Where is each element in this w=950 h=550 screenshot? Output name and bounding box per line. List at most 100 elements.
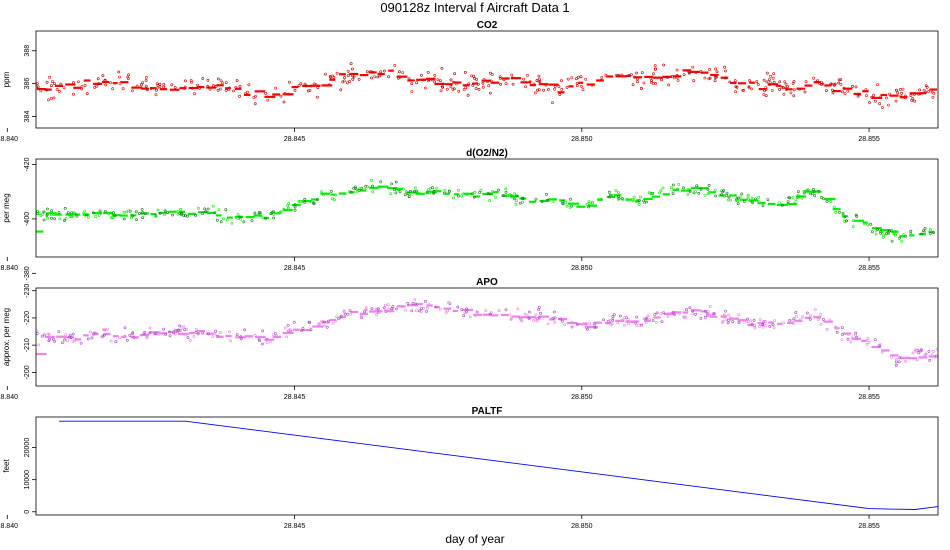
data-point-co2 [688, 71, 691, 75]
data-point-co2 [39, 89, 43, 93]
data-point-o2n2 [793, 201, 797, 205]
data-point-co2 [422, 78, 426, 82]
data-point-o2n2 [645, 200, 648, 204]
data-point-apo [323, 324, 327, 328]
data-point-co2 [155, 86, 159, 90]
data-point-o2n2 [735, 196, 739, 200]
data-point-o2n2 [888, 229, 891, 233]
data-point-apo [584, 325, 588, 329]
data-point-o2n2 [479, 188, 483, 192]
data-point-apo [812, 315, 816, 319]
data-point-o2n2 [303, 197, 307, 201]
data-point-apo [465, 307, 469, 311]
data-point-o2n2 [111, 216, 115, 220]
data-point-apo [488, 312, 492, 316]
data-point-apo [473, 313, 477, 317]
data-point-o2n2 [862, 222, 866, 226]
data-point-apo [335, 315, 339, 319]
data-point-co2 [53, 82, 56, 86]
data-point-co2 [547, 88, 550, 91]
data-point-apo [375, 313, 378, 317]
data-point-co2 [57, 90, 61, 93]
data-point-apo [362, 310, 366, 314]
data-point-o2n2 [886, 230, 890, 234]
data-point-apo [691, 309, 695, 313]
data-point-o2n2 [607, 190, 611, 194]
data-point-co2 [331, 74, 335, 78]
data-point-co2 [557, 85, 561, 88]
data-point-co2 [154, 93, 158, 97]
data-point-apo [560, 319, 564, 323]
data-point-co2 [913, 93, 916, 96]
data-point-o2n2 [546, 198, 549, 202]
data-point-apo [753, 324, 756, 328]
data-point-apo [651, 319, 655, 323]
data-point-apo [638, 323, 642, 327]
data-point-apo [801, 315, 805, 319]
data-point-co2 [829, 82, 833, 86]
data-point-o2n2 [687, 187, 690, 191]
data-point-co2 [825, 89, 828, 93]
data-point-co2 [282, 100, 286, 104]
data-point-co2 [772, 80, 776, 84]
data-point-co2 [703, 76, 707, 80]
data-point-o2n2 [650, 191, 654, 195]
data-point-co2 [708, 68, 711, 71]
data-point-o2n2 [431, 186, 435, 190]
data-point-apo [854, 331, 858, 335]
data-point-o2n2 [754, 197, 758, 201]
data-point-o2n2 [587, 205, 591, 209]
data-point-co2 [47, 98, 50, 102]
data-point-co2 [441, 85, 445, 89]
data-point-apo [897, 360, 901, 364]
data-point-apo [413, 298, 417, 302]
data-point-o2n2 [230, 221, 234, 225]
data-point-apo [788, 318, 792, 322]
data-point-o2n2 [647, 191, 651, 195]
data-point-apo [761, 325, 765, 329]
data-point-apo [349, 312, 353, 316]
data-point-co2 [857, 93, 861, 97]
panel-title-co2: CO2 [477, 20, 498, 31]
data-point-apo [48, 337, 51, 341]
data-point-o2n2 [58, 217, 62, 221]
data-point-apo [911, 351, 915, 355]
data-point-co2 [590, 83, 594, 87]
data-point-apo [588, 321, 592, 325]
data-point-apo [364, 308, 368, 312]
data-point-apo [532, 319, 535, 323]
data-point-co2 [879, 95, 883, 99]
data-point-apo [186, 336, 190, 340]
data-point-co2 [881, 106, 884, 109]
data-point-apo [559, 317, 562, 321]
x-tick-label-apo: 28.850 [571, 394, 593, 401]
data-point-apo [468, 315, 472, 319]
data-point-apo [243, 328, 247, 332]
data-point-co2 [888, 92, 892, 96]
data-point-apo [805, 311, 809, 315]
data-point-apo [873, 338, 877, 342]
data-point-co2 [266, 98, 270, 102]
data-point-co2 [707, 77, 711, 81]
data-point-o2n2 [909, 231, 913, 235]
data-point-o2n2 [736, 202, 740, 206]
data-point-o2n2 [900, 239, 904, 243]
y-axis-label-co2: ppm [2, 71, 11, 87]
data-point-apo [194, 330, 198, 334]
y-tick-label-apo: -210 [24, 338, 31, 352]
data-point-co2 [627, 74, 631, 77]
data-point-apo [685, 308, 689, 312]
data-point-o2n2 [46, 216, 49, 220]
data-point-o2n2 [746, 193, 750, 197]
data-point-co2 [158, 85, 162, 88]
data-point-o2n2 [434, 190, 438, 194]
data-point-apo [123, 334, 127, 338]
data-point-o2n2 [403, 193, 407, 197]
data-point-co2 [252, 96, 256, 99]
data-point-apo [867, 340, 871, 344]
data-point-o2n2 [224, 208, 228, 212]
data-point-apo [646, 314, 650, 318]
data-point-o2n2 [707, 183, 711, 187]
data-point-apo [758, 325, 762, 328]
data-point-apo [753, 326, 757, 330]
